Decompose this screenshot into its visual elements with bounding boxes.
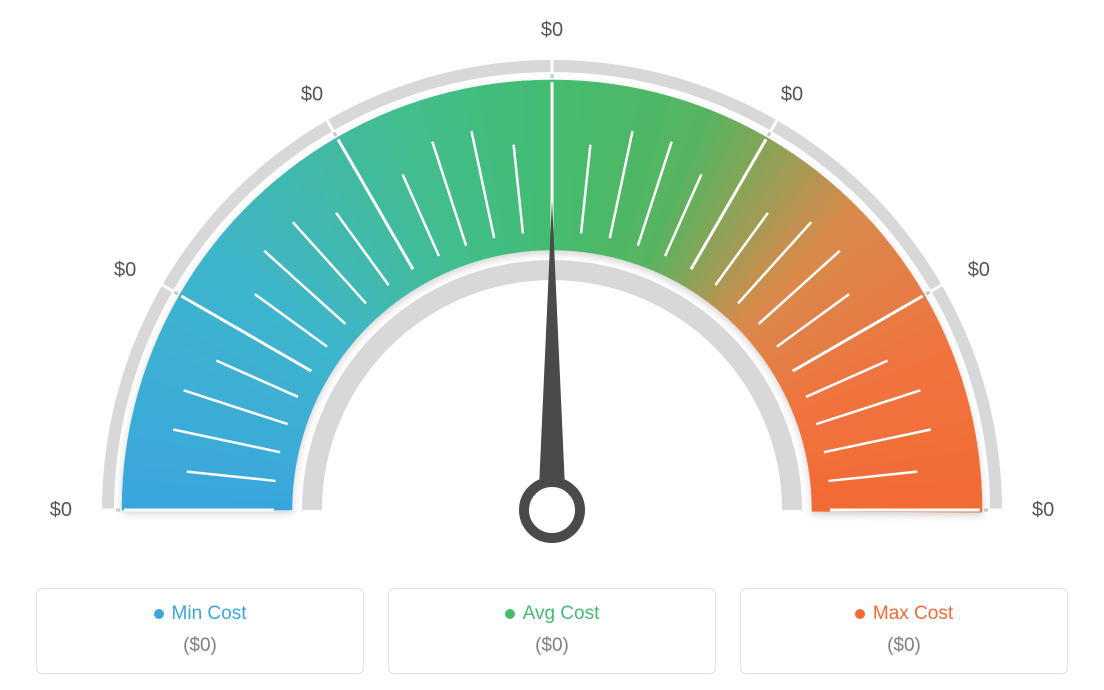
gauge-svg: $0 $0 $0 $0 $0 $0 $0 xyxy=(20,20,1084,580)
legend-label: Min Cost xyxy=(172,603,247,625)
tick-label: $0 xyxy=(781,83,803,105)
tick-label: $0 xyxy=(968,259,990,281)
legend-dot-icon xyxy=(154,609,164,619)
legend-dot-icon xyxy=(855,609,865,619)
legend-value: ($0) xyxy=(37,635,363,657)
legend-label: Max Cost xyxy=(873,603,953,625)
legend-title: Max Cost xyxy=(855,603,953,625)
legend-card: Min Cost ($0) xyxy=(36,588,364,674)
legend-title: Avg Cost xyxy=(505,603,600,625)
tick-label: $0 xyxy=(301,83,323,105)
legend-card: Avg Cost ($0) xyxy=(388,588,716,674)
tick-label: $0 xyxy=(50,499,72,521)
tick-label: $0 xyxy=(541,20,563,41)
legend-title: Min Cost xyxy=(154,603,247,625)
needle-hub xyxy=(524,482,580,538)
legend-value: ($0) xyxy=(389,635,715,657)
gauge-chart: $0 $0 $0 $0 $0 $0 $0 xyxy=(20,20,1084,580)
legend-row: Min Cost ($0) Avg Cost ($0) Max Cost ($0) xyxy=(20,588,1084,674)
tick-label: $0 xyxy=(1032,499,1054,521)
legend-dot-icon xyxy=(505,609,515,619)
tick-label: $0 xyxy=(114,259,136,281)
legend-value: ($0) xyxy=(741,635,1067,657)
legend-card: Max Cost ($0) xyxy=(740,588,1068,674)
legend-label: Avg Cost xyxy=(523,603,600,625)
